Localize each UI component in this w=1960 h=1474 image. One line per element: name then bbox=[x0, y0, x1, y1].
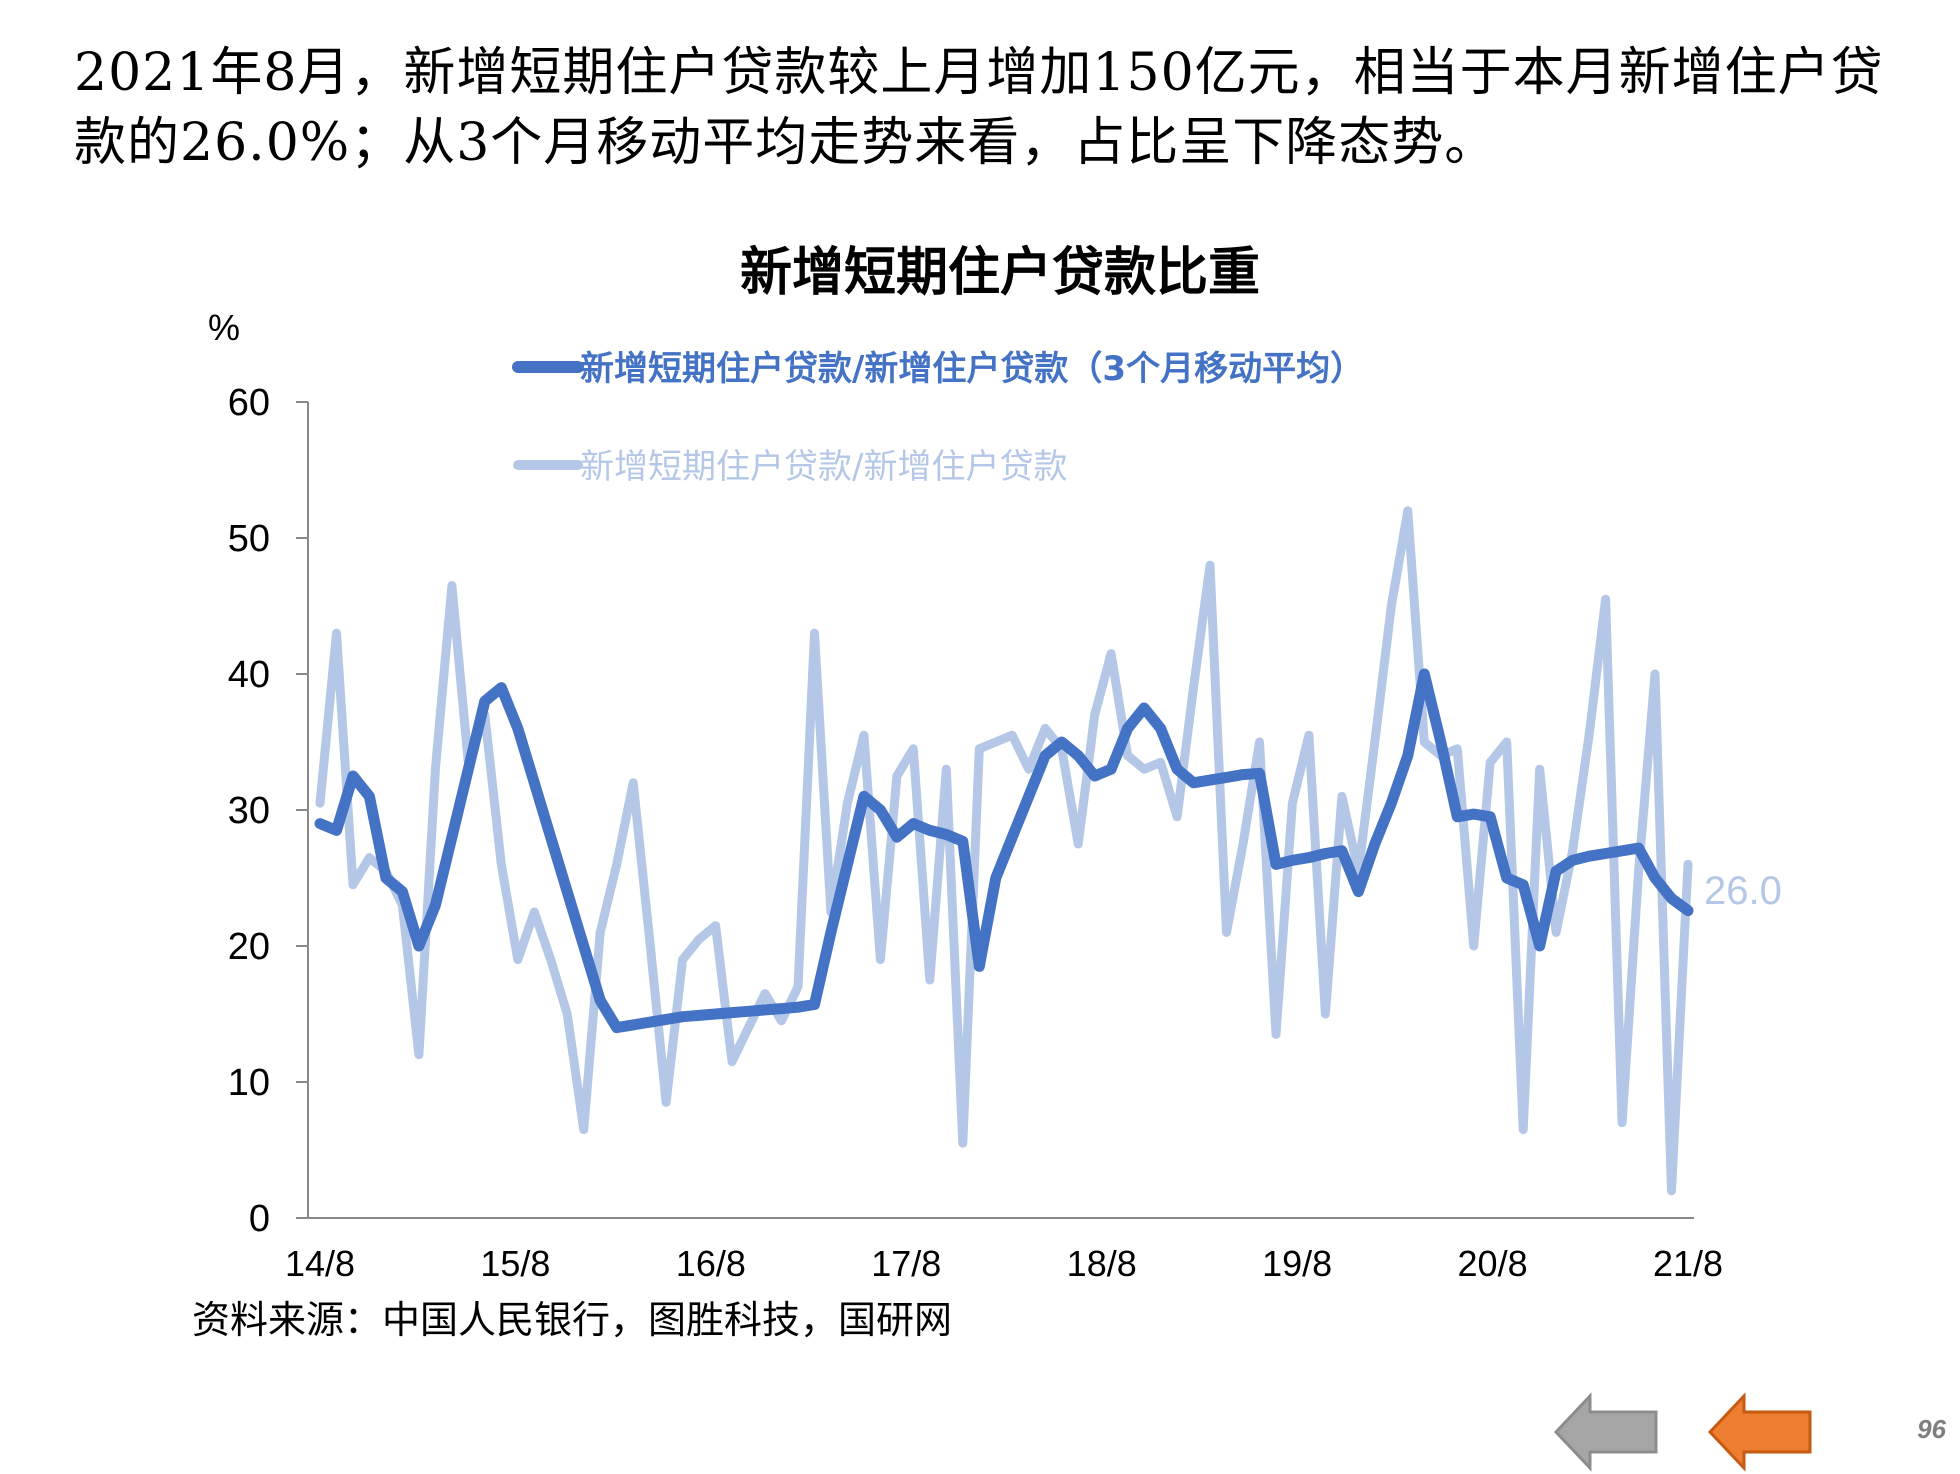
legend: 新增短期住户贷款/新增住户贷款（3个月移动平均） 新增短期住户贷款/新增住户贷款 bbox=[512, 349, 1364, 487]
legend-item-monthly: 新增短期住户贷款/新增住户贷款 bbox=[513, 447, 1067, 487]
y-tick-label: 0 bbox=[249, 1198, 270, 1240]
source-note: 资料来源：中国人民银行，图胜科技，国研网 bbox=[192, 1298, 953, 1342]
chart: 新增短期住户贷款比重 % 新增短期住户贷款/新增住户贷款（3个月移动平均） 新增… bbox=[208, 243, 1782, 1284]
y-tick-label: 30 bbox=[228, 790, 270, 832]
x-tick-label: 18/8 bbox=[1067, 1243, 1137, 1284]
page-number: 96 bbox=[1917, 1414, 1946, 1444]
y-tick-label: 40 bbox=[228, 654, 270, 696]
y-tick-label: 60 bbox=[228, 382, 270, 424]
next-page-button[interactable] bbox=[1706, 1390, 1816, 1474]
arrow-left-orange-icon bbox=[1707, 1392, 1812, 1472]
x-ticks: 14/8 15/8 16/8 17/8 18/8 19/8 20/8 21/8 bbox=[285, 1243, 1723, 1284]
x-tick-label: 16/8 bbox=[676, 1243, 746, 1284]
legend-item-ma3: 新增短期住户贷款/新增住户贷款（3个月移动平均） bbox=[512, 349, 1364, 389]
y-ticks: 0 10 20 30 40 50 60 bbox=[228, 382, 308, 1240]
x-tick-label: 17/8 bbox=[871, 1243, 941, 1284]
prev-page-button[interactable] bbox=[1552, 1390, 1662, 1474]
x-tick-label: 15/8 bbox=[480, 1243, 550, 1284]
x-tick-label: 21/8 bbox=[1653, 1243, 1723, 1284]
series-line-monthly bbox=[315, 506, 1693, 1196]
y-axis-unit: % bbox=[208, 307, 240, 348]
y-tick-label: 20 bbox=[228, 926, 270, 968]
end-value-label: 26.0 bbox=[1704, 869, 1782, 913]
y-tick-label: 10 bbox=[228, 1062, 270, 1104]
x-tick-label: 20/8 bbox=[1458, 1243, 1528, 1284]
arrow-left-gray-icon bbox=[1553, 1392, 1658, 1472]
series bbox=[314, 506, 1694, 1196]
legend-label-ma3: 新增短期住户贷款/新增住户贷款（3个月移动平均） bbox=[580, 349, 1364, 389]
chart-title: 新增短期住户贷款比重 bbox=[740, 243, 1260, 303]
y-tick-label: 50 bbox=[228, 518, 270, 560]
x-tick-label: 14/8 bbox=[285, 1243, 355, 1284]
legend-label-monthly: 新增短期住户贷款/新增住户贷款 bbox=[580, 447, 1067, 487]
headline: 2021年8月，新增短期住户贷款较上月增加150亿元，相当于本月新增住户贷款的2… bbox=[74, 43, 1884, 173]
series-line-ma3 bbox=[314, 668, 1694, 1034]
x-tick-label: 19/8 bbox=[1262, 1243, 1332, 1284]
